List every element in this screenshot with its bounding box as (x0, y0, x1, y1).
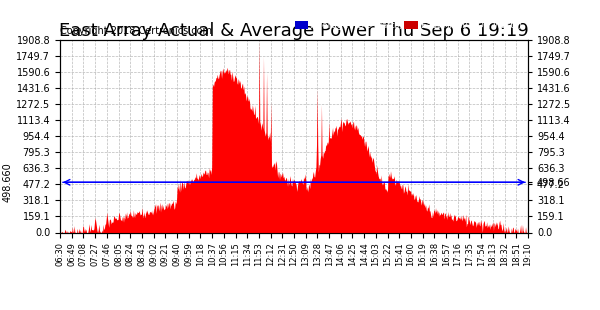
Text: 498.660: 498.660 (2, 162, 12, 202)
Legend: Average  (DC Watts), East Array  (DC Watts): Average (DC Watts), East Array (DC Watts… (293, 19, 523, 32)
Title: East Array Actual & Average Power Thu Sep 6 19:19: East Array Actual & Average Power Thu Se… (59, 22, 529, 40)
Text: Copyright 2018 Certronics.com: Copyright 2018 Certronics.com (60, 26, 212, 37)
